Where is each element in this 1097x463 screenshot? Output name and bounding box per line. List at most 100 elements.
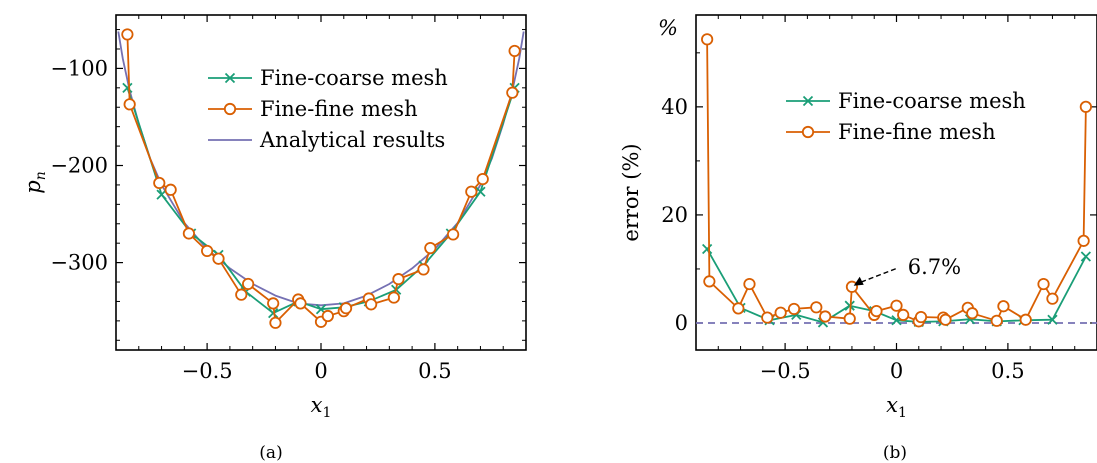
fine-fine-point (121, 28, 134, 41)
legend-item: Analytical results (208, 128, 445, 152)
fine-fine-point (387, 291, 400, 304)
fine-fine-point (1037, 277, 1050, 291)
fine-coarse-point (702, 243, 713, 255)
fine-fine-point (201, 244, 214, 258)
fine-fine-point (212, 252, 225, 265)
fine-fine-point (1077, 234, 1090, 247)
fine-fine-point (1079, 100, 1092, 113)
legend-label: Fine-coarse mesh (838, 89, 1026, 113)
chart-panel-b: −0.5 0 0.5 0 20 40 x1 error (%)% Fine-coarse mes… (619, 14, 1097, 463)
fine-fine-point (990, 314, 1003, 327)
annotation-label: 6.7% (908, 255, 961, 279)
fine-fine-point (810, 301, 823, 314)
axis-ticks: −0.5 0 0.5 −100 −200 −300 (50, 15, 526, 383)
legend-item: Fine-coarse mesh (786, 89, 1026, 113)
x-tick-label: −0.5 (760, 359, 811, 383)
plot-area (696, 33, 1097, 328)
fine-fine-point (123, 98, 136, 111)
y-tick-label: 20 (661, 203, 688, 227)
x-axis-label-sub: 1 (898, 405, 907, 421)
y-corner-label: % (658, 16, 678, 40)
fine-fine-point (164, 183, 177, 196)
fine-fine-point (476, 173, 489, 186)
legend: Fine-coarse mesh Fine-fine mesh (786, 89, 1026, 144)
fine-fine-point (1019, 313, 1032, 326)
fine-fine-point (242, 277, 255, 291)
y-tick-label: 40 (661, 95, 688, 119)
y-tick-label: −100 (50, 56, 108, 80)
legend: Fine-coarse mesh Fine-fine mesh Analytical… (208, 66, 448, 152)
fine-fine-point (321, 309, 334, 323)
fine-coarse-point (268, 307, 279, 319)
y-tick-label: −300 (50, 251, 108, 275)
annotation-arrowhead (853, 276, 864, 286)
axis-ticks: −0.5 0 0.5 0 20 40 (661, 15, 1097, 383)
fine-fine-point (235, 288, 248, 301)
annotation-arrow (856, 268, 896, 285)
x-tick-label: −0.5 (182, 359, 233, 383)
y-axis-label: pn (21, 171, 49, 193)
fine-fine-point (914, 310, 928, 324)
legend-marker (801, 125, 815, 139)
y-tick-label: 0 (675, 311, 688, 335)
fine-fine-point (417, 263, 430, 276)
legend-label: Fine-fine mesh (260, 97, 418, 121)
fine-fine-point (1046, 292, 1059, 305)
fine-fine-point (508, 44, 521, 58)
fine-fine-line (706, 39, 1087, 323)
x-axis-label-sub: 1 (322, 405, 331, 421)
fine-coarse-point (156, 189, 167, 200)
fine-coarse-point (122, 82, 133, 93)
chart-panel-a: −0.5 0 0.5 −100 −200 −300 x1 pn Fine-coarse mesh… (21, 14, 527, 463)
fine-fine-point (997, 300, 1010, 313)
legend-item: Fine-fine mesh (208, 97, 418, 121)
panel-caption: (b) (883, 443, 907, 463)
fine-coarse-line (126, 87, 516, 315)
fine-coarse-point (1080, 251, 1091, 262)
fine-fine-point (269, 316, 282, 329)
y-axis-label-sub: n (33, 171, 49, 180)
legend-item: Fine-coarse mesh (208, 66, 448, 90)
fine-fine-point (819, 310, 832, 323)
fine-fine-point (365, 298, 378, 311)
legend-marker (802, 95, 814, 107)
fine-fine-point (787, 302, 801, 316)
fine-fine-point (774, 306, 787, 319)
fine-fine-point (153, 176, 166, 190)
fine-fine-point (267, 297, 280, 310)
legend-label: Fine-coarse mesh (260, 66, 448, 90)
x-tick-label: 0.5 (991, 359, 1024, 383)
fine-fine-point (966, 307, 979, 320)
fine-fine-point (392, 273, 405, 286)
fine-fine-point (447, 228, 460, 241)
fine-fine-point (465, 185, 478, 198)
fine-fine-point (845, 280, 859, 293)
panel-caption: (a) (259, 443, 282, 463)
fine-fine-point (743, 277, 756, 291)
legend-marker (223, 102, 237, 116)
x-tick-label: 0 (314, 359, 327, 383)
fine-fine-point (703, 275, 716, 288)
legend-marker (224, 72, 236, 84)
fine-fine-point (294, 297, 307, 310)
plot-area (117, 28, 525, 329)
x-axis-label: x1 (886, 393, 907, 421)
y-axis-label: error (%) (619, 143, 643, 241)
fine-fine-point (897, 308, 910, 321)
fine-fine-point (761, 311, 774, 324)
fine-fine-point (182, 227, 195, 240)
fine-coarse-point (475, 186, 486, 197)
annotation: 6.7% (853, 255, 961, 286)
fine-fine-point (870, 304, 883, 318)
fine-fine-point (732, 302, 745, 315)
fine-fine-point (843, 312, 856, 325)
fine-fine-point (339, 302, 353, 315)
fine-coarse-point (1047, 314, 1058, 325)
legend-label: Analytical results (259, 128, 445, 152)
x-axis-label: x1 (311, 393, 332, 421)
fine-fine-point (424, 241, 437, 255)
fine-fine-point (939, 313, 952, 326)
legend-label: Fine-fine mesh (838, 120, 996, 144)
fine-fine-point (701, 33, 714, 46)
